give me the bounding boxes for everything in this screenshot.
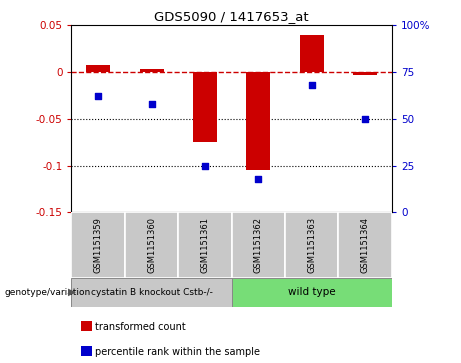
Text: GSM1151361: GSM1151361 (201, 217, 209, 273)
Bar (231, 212, 285, 278)
Text: GSM1151362: GSM1151362 (254, 217, 263, 273)
Point (95, 94, 102, 99)
Title: GDS5090 / 1417653_at: GDS5090 / 1417653_at (154, 10, 309, 23)
Text: wild type: wild type (288, 287, 336, 297)
Bar (140, 69, 164, 72)
Bar (125, 212, 178, 278)
Bar (231, 278, 392, 307)
Text: GSM1151359: GSM1151359 (94, 217, 103, 273)
Bar (71, 212, 125, 278)
Text: genotype/variation: genotype/variation (5, 288, 91, 297)
Bar (178, 212, 231, 278)
Bar (300, 35, 324, 72)
Text: ▶: ▶ (68, 287, 76, 297)
Bar (338, 212, 392, 278)
Text: GSM1151363: GSM1151363 (307, 217, 316, 273)
Bar (193, 72, 217, 142)
Text: GSM1151360: GSM1151360 (147, 217, 156, 273)
Bar (353, 72, 377, 75)
Bar (246, 72, 270, 170)
Point (201, 163, 209, 168)
Point (254, 176, 262, 182)
Bar (285, 212, 338, 278)
Point (308, 82, 315, 88)
Point (361, 116, 369, 122)
Point (148, 101, 155, 107)
Bar (86, 65, 110, 72)
Text: transformed count: transformed count (95, 322, 186, 332)
Text: percentile rank within the sample: percentile rank within the sample (95, 347, 260, 357)
Bar (71, 278, 231, 307)
Text: cystatin B knockout Cstb-/-: cystatin B knockout Cstb-/- (91, 288, 213, 297)
Text: GSM1151364: GSM1151364 (361, 217, 370, 273)
